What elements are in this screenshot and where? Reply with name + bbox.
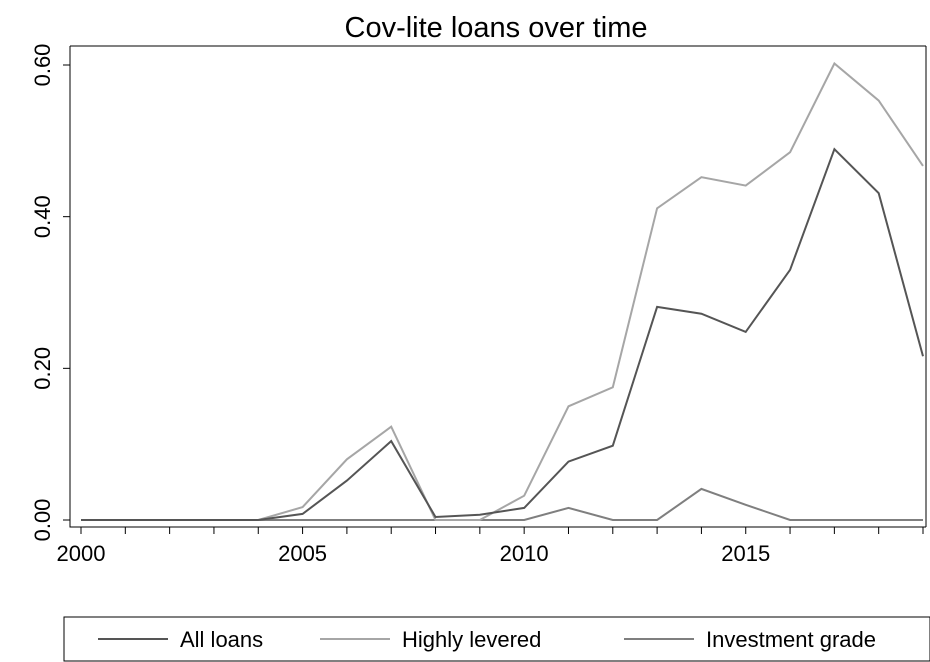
legend: All loans Highly levered Investment grad… — [63, 616, 930, 662]
x-tick-label: 2015 — [721, 541, 770, 566]
legend-label-investment-grade: Investment grade — [706, 627, 876, 652]
chart-title: Cov-lite loans over time — [345, 12, 648, 44]
series-group — [81, 61, 924, 521]
plot-area: 0.00 0.20 0.40 0.60 2000 2005 2010 2015 — [30, 44, 927, 566]
y-axis: 0.00 0.20 0.40 0.60 — [30, 44, 70, 542]
legend-label-highly-levered: Highly levered — [402, 627, 541, 652]
y-tick-label: 0.40 — [30, 195, 55, 238]
x-tick-label: 2010 — [500, 541, 549, 566]
y-tick-label: 0.00 — [30, 499, 55, 542]
legend-box — [63, 616, 930, 662]
x-tick-label: 2005 — [278, 541, 327, 566]
series-line-all-loans — [81, 147, 924, 521]
series-line-highly-levered — [81, 61, 924, 521]
y-tick-label: 0.20 — [30, 347, 55, 390]
y-tick-label: 0.60 — [30, 44, 55, 87]
x-axis: 2000 2005 2010 2015 — [57, 527, 924, 566]
x-tick-label: 2000 — [57, 541, 106, 566]
axes-frame — [69, 46, 926, 528]
legend-label-all-loans: All loans — [180, 627, 263, 652]
series-line-investment-grade — [81, 487, 923, 521]
